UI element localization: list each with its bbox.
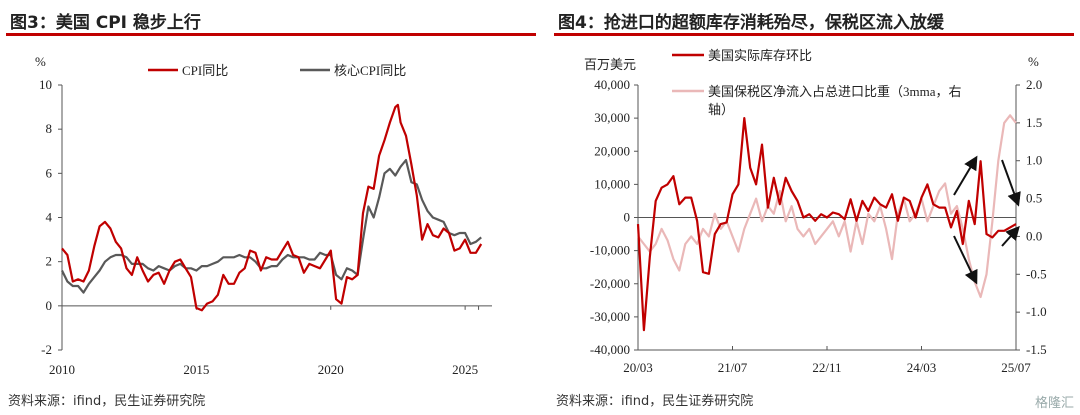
left-y-tick-label: -20,000 xyxy=(590,276,630,291)
left-chart-svg: % -2 0 2 4 6 8 10 2010 2015 2020 2025 CPI同比 核心CPI同比 xyxy=(35,54,492,377)
series-line-cpi xyxy=(61,103,483,312)
left-y-axis-unit-label: 百万美元 xyxy=(584,57,636,72)
watermark-logo: 格隆汇 xyxy=(1034,396,1074,411)
right-chart-title: 图4：抢进口的超额库存消耗殆尽，保税区流入放缓 xyxy=(558,13,944,33)
left-y-tick-label: 40,000 xyxy=(594,77,630,92)
left-y-tick-label: -40,000 xyxy=(590,342,630,357)
left-y-tick-label: 20,000 xyxy=(594,143,630,158)
y-axis-unit-label: % xyxy=(35,54,46,69)
x-tick-label: 25/07 xyxy=(1001,360,1031,375)
y-tick-label: 8 xyxy=(46,121,53,136)
legend-label-cpi: CPI同比 xyxy=(182,63,228,78)
x-tick-label: 2015 xyxy=(183,362,209,377)
right-y-tick-label: -1.5 xyxy=(1026,342,1047,357)
left-source-note: 资料来源：ifind，民生证券研究院 xyxy=(8,394,206,409)
right-y-tick-label: 2.0 xyxy=(1026,77,1042,92)
annotation-arrow xyxy=(1001,159,1021,207)
y-tick-label: 10 xyxy=(39,77,52,92)
annotation-arrow xyxy=(1001,225,1020,247)
right-y-tick-label: -1.0 xyxy=(1026,304,1047,319)
left-chart-panel: 图3：美国 CPI 稳步上行 % -2 0 2 4 6 8 10 2010 2015 2020 202… xyxy=(6,13,536,409)
legend-label-core-cpi: 核心CPI同比 xyxy=(334,63,406,78)
y-tick-label: -2 xyxy=(41,342,52,357)
y-tick-label: 0 xyxy=(46,298,53,313)
x-tick-label: 20/03 xyxy=(623,360,653,375)
right-y-tick-label: 1.0 xyxy=(1026,153,1042,168)
x-tick-label: 22/11 xyxy=(812,360,841,375)
y-tick-label: 4 xyxy=(46,210,53,225)
x-tick-label: 2025 xyxy=(452,362,478,377)
x-tick-label: 21/07 xyxy=(718,360,748,375)
right-chart-panel: 图4：抢进口的超额库存消耗殆尽，保税区流入放缓 百万美元% 40,000 30,00… xyxy=(548,0,1080,415)
right-y-tick-label: 1.5 xyxy=(1026,115,1042,130)
left-y-tick-label: 30,000 xyxy=(594,110,630,125)
right-title-underline xyxy=(554,33,1074,36)
left-y-tick-label: -10,000 xyxy=(590,243,630,258)
y-tick-label: 2 xyxy=(46,254,53,269)
left-chart-title: 图3：美国 CPI 稳步上行 xyxy=(10,13,201,33)
x-tick-label: 2010 xyxy=(49,362,75,377)
right-y-tick-label: 0.0 xyxy=(1026,228,1042,243)
series-line-bonded-inflow-share xyxy=(637,114,1017,299)
right-y-tick-label: -0.5 xyxy=(1026,266,1047,281)
left-y-tick-label: 10,000 xyxy=(594,176,630,191)
annotation-arrow xyxy=(953,235,978,285)
legend-label-bonded-line2: 轴） xyxy=(708,102,734,117)
series-line-inventory-mom xyxy=(636,116,1017,332)
series-line-core-cpi xyxy=(61,159,482,294)
left-title-underline xyxy=(6,33,536,36)
left-y-tick-label: -30,000 xyxy=(590,309,630,324)
right-chart-svg: 百万美元 % 40,000 30,000 20,000 10,000 0 -10,000 -20… xyxy=(584,48,1047,375)
x-tick-label: 2020 xyxy=(318,362,344,377)
annotation-arrow xyxy=(953,155,978,196)
legend-label-inventory: 美国实际库存环比 xyxy=(708,48,812,63)
right-y-tick-label: 0.5 xyxy=(1026,191,1042,206)
y-tick-label: 6 xyxy=(46,165,53,180)
right-source-note: 资料来源：ifind，民生证券研究院 xyxy=(556,394,754,409)
right-y-axis-unit-label: % xyxy=(1028,54,1039,69)
left-y-tick-label: 0 xyxy=(624,210,631,225)
legend-label-bonded-line1: 美国保税区净流入占总进口比重（3mma，右 xyxy=(708,84,962,99)
x-tick-label: 24/03 xyxy=(907,360,937,375)
